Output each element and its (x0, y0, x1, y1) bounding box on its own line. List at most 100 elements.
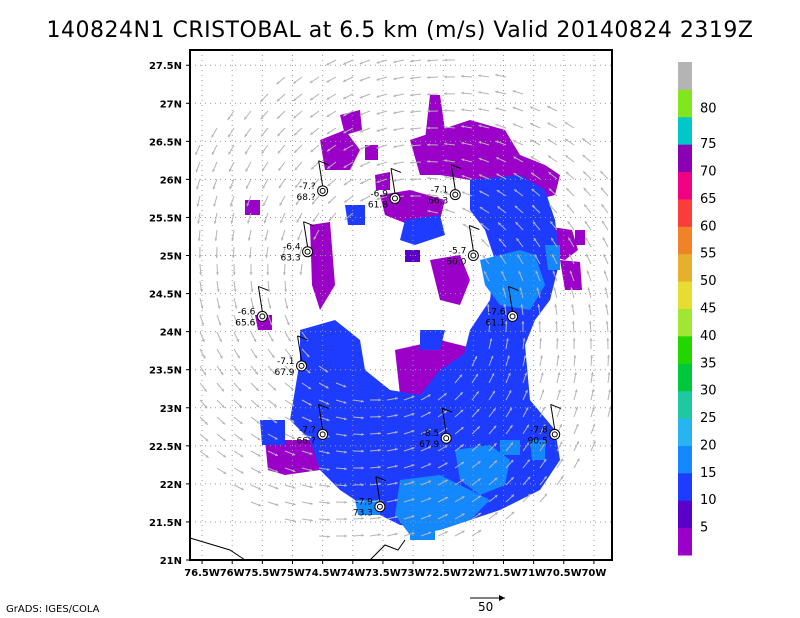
wind-arrow-head (591, 389, 595, 393)
wind-arrow-head (479, 190, 483, 194)
wind-arrow-head (292, 452, 296, 456)
wind-arrow-head (585, 237, 589, 241)
color-scale-label: 80 (700, 102, 717, 117)
wind-arrow-head (219, 339, 222, 343)
wind-arrow-head (274, 420, 278, 423)
wind-arrow-head (606, 355, 610, 358)
wind-arrow-head (574, 389, 578, 393)
wind-arrow-head (575, 423, 579, 427)
wind-arrow-head (393, 162, 397, 165)
wind-arrow-head (551, 254, 555, 258)
wind-arrow-head (292, 502, 296, 506)
wind-arrow-head (605, 321, 609, 324)
color-scale-label: 50 (700, 274, 717, 289)
wind-arrow-head (272, 371, 276, 375)
obs-temperature: -8.5 (422, 429, 440, 439)
wind-arrow-head (557, 372, 561, 376)
wind-arrow-head (279, 202, 283, 206)
obs-temperature: -7.? (299, 425, 316, 435)
wind-arrow-head (443, 393, 447, 397)
wind-arrow-head (246, 203, 250, 207)
wind-arrow-head (460, 444, 464, 448)
wind-arrow-head (269, 322, 273, 326)
wind-arrow-head (294, 149, 298, 153)
wind-arrow-head (444, 496, 448, 500)
wind-arrow-head (325, 385, 329, 389)
color-scale-label: 45 (700, 302, 717, 317)
wind-arrow-head (258, 487, 262, 490)
wind-arrow-head (197, 238, 201, 241)
wind-arrow-head (603, 253, 606, 257)
wind-arrow-head (359, 164, 363, 167)
wind-arrow-head (254, 355, 258, 359)
wind-arrow-head (549, 204, 553, 208)
wind-arrow-head (234, 305, 238, 309)
wind-arrow-head (495, 90, 499, 94)
wind-arrow-head (203, 372, 206, 376)
wind-arrow-head (495, 107, 499, 111)
wind-arrow-head (461, 91, 464, 95)
wind-arrow-head (255, 371, 258, 375)
wind-arrow-head (540, 355, 543, 359)
wind-arrow-head (343, 130, 347, 134)
wind-arrow-head (480, 223, 484, 226)
wind-arrow-head (565, 171, 569, 175)
wind-arrow-head (344, 433, 347, 437)
wind-arrow-head (495, 157, 499, 160)
wind-arrow-head (516, 238, 520, 242)
wind-arrow-head (533, 237, 537, 241)
wind-arrow-head (218, 322, 222, 326)
wind-arrow-head (378, 482, 381, 486)
wind-arrow-head (558, 389, 561, 393)
wind-arrow-head (256, 420, 260, 424)
dropsonde-marker: -8.567.9 (419, 407, 453, 450)
wind-arrow-head (476, 391, 479, 395)
color-scale-label: 75 (700, 137, 717, 152)
lat-tick-label: 27.5N (149, 61, 182, 72)
wind-arrow-head (308, 386, 312, 390)
wind-arrow-head (297, 237, 301, 241)
wind-arrow-head (500, 254, 503, 258)
wind-arrow-head (474, 356, 477, 360)
wind-arrow-head (482, 255, 486, 259)
dropsonde-marker: -6.665.6 (235, 285, 269, 328)
wind-arrow-head (510, 442, 513, 446)
wind-arrow-head (293, 80, 297, 84)
wind-arrow-head (393, 179, 397, 182)
wind-arrow-head (484, 271, 487, 275)
wind-arrow-head (306, 354, 310, 358)
wind-arrow-head (553, 287, 557, 291)
wind-arrow-head (527, 459, 530, 463)
wind-arrow-head (475, 373, 478, 377)
wind-arrow-head (477, 443, 481, 447)
wind-arrow-head (518, 270, 522, 274)
color-scale-swatch (678, 445, 692, 474)
wind-arrow-head (428, 497, 432, 501)
wind-arrow-head (359, 112, 363, 116)
wind-arrow-head (478, 91, 482, 94)
wind-arrow-head (238, 388, 242, 392)
wind-arrow-head (273, 387, 277, 391)
wind-arrow-head (263, 220, 267, 224)
wind-arrow-head (513, 173, 517, 176)
wind-arrow-head (548, 155, 551, 159)
wind-arrow-head (568, 237, 571, 241)
wind-arrow-head (564, 138, 568, 142)
wind-arrow-head (263, 202, 266, 206)
wind-arrow-head (527, 476, 531, 480)
wind-arrow-head (490, 355, 494, 359)
lat-tick-label: 24.5N (149, 290, 182, 301)
color-scale-swatch (678, 418, 692, 446)
lon-tick-label: 72W (461, 568, 486, 579)
wind-arrow-head (444, 208, 448, 212)
wind-arrow-head (326, 451, 330, 455)
wind-arrow-head (343, 165, 347, 168)
wind-arrow-head (309, 452, 313, 455)
wind-arrow-head (591, 406, 595, 410)
wind-arrow-head (544, 493, 548, 497)
wind-arrow-head (567, 221, 571, 225)
lat-tick-label: 27N (160, 99, 182, 110)
wind-arrow-head (248, 255, 252, 258)
wind-arrow-head (523, 355, 527, 359)
wind-arrow-head (289, 370, 293, 374)
